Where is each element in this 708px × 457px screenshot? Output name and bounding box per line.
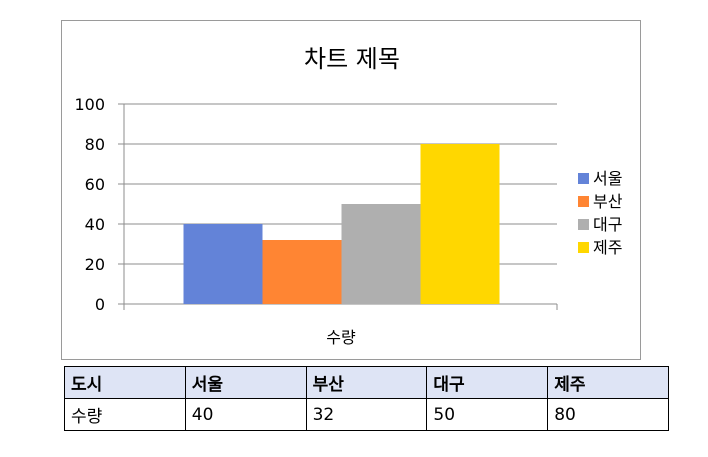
legend-label: 서울 (593, 169, 622, 188)
table-cell: 40 (184, 398, 307, 431)
legend-swatch (578, 219, 589, 230)
table-header-cell: 서울 (184, 366, 307, 399)
y-tick-label: 60 (85, 175, 105, 194)
legend-swatch (578, 242, 589, 253)
y-tick-label: 40 (85, 215, 105, 234)
y-tick-label: 0 (95, 295, 105, 314)
table-header-row: 도시 서울 부산 대구 제주 (64, 366, 669, 399)
table-header-cell: 대구 (426, 366, 549, 399)
legend-label: 부산 (593, 192, 623, 211)
y-tick-label: 100 (74, 95, 105, 114)
y-tick-label: 20 (85, 255, 105, 274)
chart-title: 차트 제목 (304, 45, 400, 73)
table-header-cell: 도시 (64, 366, 186, 399)
bar (341, 204, 421, 304)
table-header-cell: 부산 (305, 366, 428, 399)
legend-swatch (578, 196, 589, 207)
table-row: 수량 40 32 50 80 (64, 398, 669, 431)
data-table: 도시 서울 부산 대구 제주 수량 40 32 50 80 (64, 366, 669, 431)
x-axis-label: 수량 (326, 328, 356, 347)
legend-label: 대구 (593, 215, 622, 234)
legend-label: 제주 (593, 238, 622, 257)
bar (183, 224, 263, 304)
y-tick-label: 80 (85, 135, 105, 154)
bar (420, 144, 500, 304)
table-cell: 32 (305, 398, 428, 431)
table-header-cell: 제주 (547, 366, 669, 399)
bar (262, 240, 342, 304)
table-cell: 수량 (64, 398, 186, 431)
legend-swatch (578, 173, 589, 184)
table-cell: 50 (426, 398, 549, 431)
table-cell: 80 (547, 398, 669, 431)
